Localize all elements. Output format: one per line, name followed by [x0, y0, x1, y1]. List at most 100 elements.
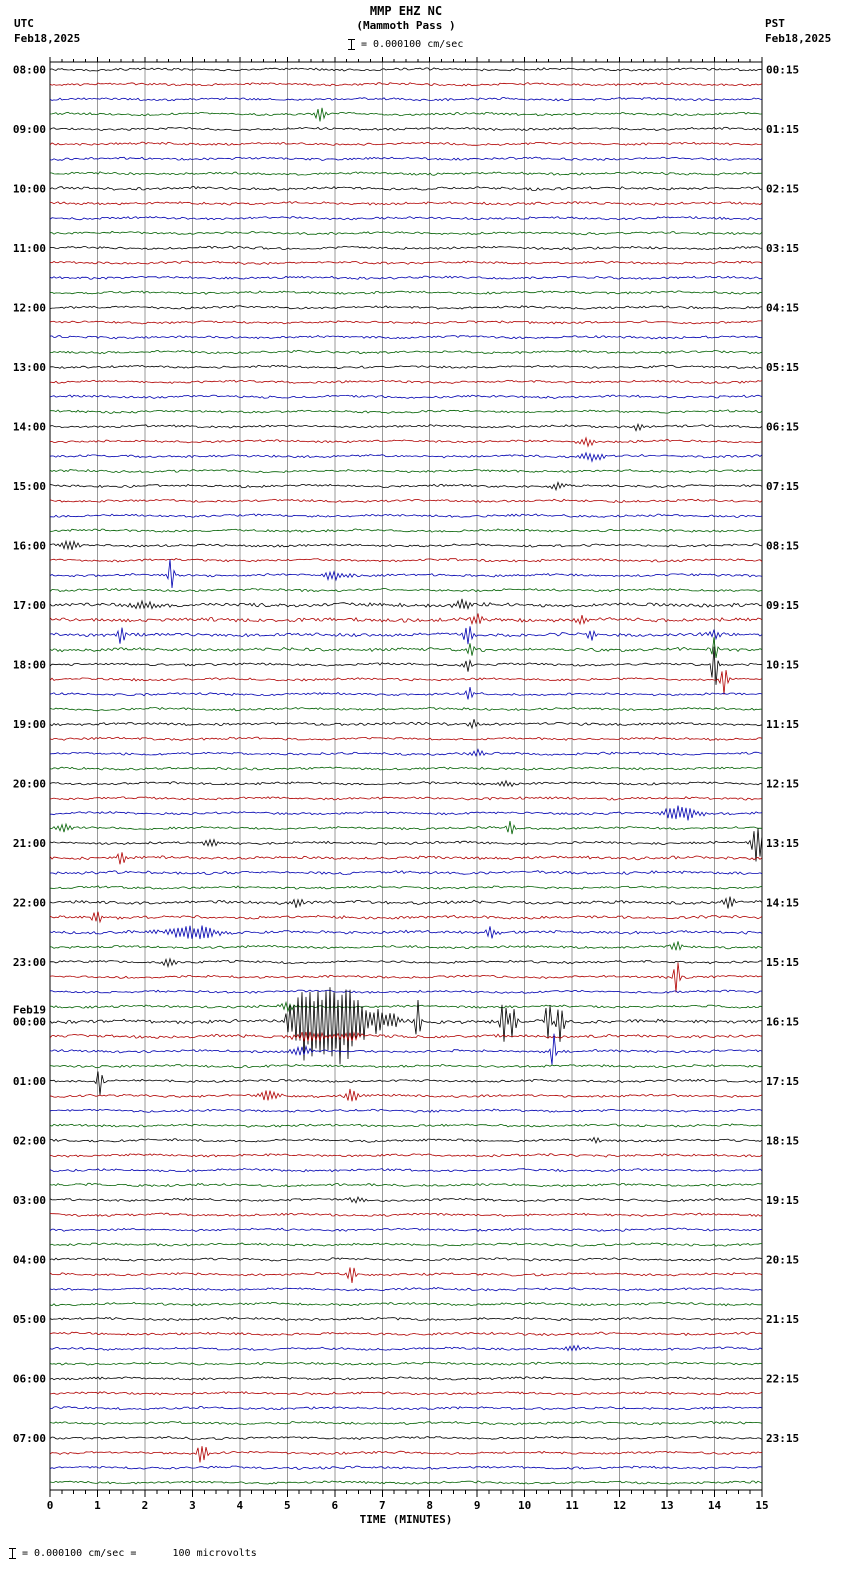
seismogram-trace-row-86: [50, 1344, 762, 1352]
seismogram-trace-row-39: [50, 637, 762, 658]
seismogram-trace-row-29: [50, 498, 762, 504]
pst-date: Feb18,2025: [765, 32, 832, 45]
x-axis-labels: 0 1 2 3 4 5 6 7 8 9 10 11 12 13 14 15: [47, 1499, 769, 1512]
left-time-label: 23:00: [13, 956, 46, 969]
seismogram-trace-row-28: [50, 481, 762, 492]
seismogram-trace-row-63: [50, 1000, 762, 1013]
seismogram-trace-row-10: [50, 216, 762, 221]
right-time-label: 20:15: [766, 1253, 799, 1266]
right-time-label: 19:15: [766, 1194, 799, 1207]
x-tick-label: 14: [708, 1499, 722, 1512]
right-time-label: 16:15: [766, 1015, 799, 1028]
seismogram-trace-row-90: [50, 1405, 762, 1411]
seismogram-trace-row-6: [50, 156, 762, 161]
utc-header: UTC Feb18,2025: [14, 16, 80, 46]
left-time-label: 22:00: [13, 896, 46, 909]
right-time-label: 21:15: [766, 1313, 799, 1326]
left-time-label: 18:00: [13, 658, 46, 671]
seismogram-trace-row-75: [50, 1182, 762, 1188]
seismogram-trace-row-55: [50, 885, 762, 890]
seismogram-trace-row-57: [50, 911, 762, 924]
seismogram-trace-row-82: [50, 1287, 762, 1292]
left-time-label: 20:00: [13, 777, 46, 790]
right-time-label: 08:15: [766, 539, 799, 552]
seismogram-trace-row-44: [50, 719, 762, 730]
seismogram-trace-row-59: [50, 941, 762, 951]
right-time-label: 09:15: [766, 599, 799, 612]
seismogram-trace-row-77: [50, 1212, 762, 1217]
seismogram-trace-row-20: [50, 364, 762, 370]
seismogram-trace-row-71: [50, 1123, 762, 1128]
seismogram-trace-row-32: [50, 539, 762, 551]
seismogram-trace-row-9: [50, 201, 762, 206]
seismogram-trace-row-24: [50, 422, 762, 432]
seismogram-trace-row-58: [50, 925, 762, 940]
seismogram-trace-row-68: [50, 1071, 762, 1096]
seismogram-trace-row-1: [50, 82, 762, 87]
seismogram-trace-row-53: [50, 852, 762, 865]
seismogram-trace-row-45: [50, 736, 762, 741]
seismogram-trace-row-93: [50, 1446, 762, 1463]
x-tick-label: 6: [331, 1499, 338, 1512]
footnote-text: = 0.000100 cm/sec = 100 microvolts: [22, 1548, 257, 1559]
seismogram-trace-row-87: [50, 1361, 762, 1366]
seismogram-trace-row-37: [50, 613, 762, 626]
seismogram-trace-row-22: [50, 394, 762, 399]
seismogram-trace-row-0: [50, 67, 762, 72]
seismogram-trace-row-35: [50, 587, 762, 593]
seismogram-trace-row-3: [50, 107, 762, 122]
traces: [50, 67, 762, 1485]
time-labels: 08:00 09:00 10:00 11:00 12:00 13:00 14:00 15:00…: [13, 63, 799, 1445]
x-tick-label: 12: [613, 1499, 626, 1512]
right-time-label: 15:15: [766, 956, 799, 969]
seismogram-trace-row-7: [50, 171, 762, 176]
seismogram-trace-row-60: [50, 957, 762, 969]
seismogram-trace-row-54: [50, 870, 762, 876]
utc-date: Feb18,2025: [14, 32, 81, 45]
right-time-label: 13:15: [766, 837, 799, 850]
seismogram-trace-row-79: [50, 1242, 762, 1247]
utc-label: UTC: [14, 17, 34, 30]
seismogram-trace-row-17: [50, 320, 762, 325]
seismogram-trace-row-42: [50, 687, 762, 700]
right-time-label: 01:15: [766, 123, 799, 136]
x-tick-label: 8: [426, 1499, 433, 1512]
left-time-label: 09:00: [13, 123, 46, 136]
seismogram-trace-row-34: [50, 559, 762, 589]
seismogram-trace-row-18: [50, 335, 762, 340]
left-time-label: 05:00: [13, 1313, 46, 1326]
left-time-label: 11:00: [13, 242, 46, 255]
x-axis-title: TIME (MINUTES): [360, 1513, 453, 1526]
seismogram-trace-row-56: [50, 896, 762, 909]
seismogram-trace-row-76: [50, 1195, 762, 1204]
seismogram-trace-row-62: [50, 989, 762, 994]
x-tick-label: 1: [94, 1499, 101, 1512]
right-time-label: 04:15: [766, 301, 799, 314]
seismogram-trace-row-4: [50, 126, 762, 132]
x-tick-label: 10: [518, 1499, 531, 1512]
x-tick-label: 13: [660, 1499, 673, 1512]
footnote-scale-bar-icon: [9, 1548, 16, 1559]
right-time-label: 18:15: [766, 1134, 799, 1147]
seismogram-trace-row-73: [50, 1153, 762, 1158]
right-time-label: 23:15: [766, 1432, 799, 1445]
footnote: = 0.000100 cm/sec = 100 microvolts: [8, 1547, 257, 1560]
seismogram-trace-row-47: [50, 766, 762, 771]
left-time-label: 21:00: [13, 837, 46, 850]
seismogram-trace-row-46: [50, 748, 762, 757]
grid-lines: [49, 62, 763, 1490]
seismogram-trace-row-49: [50, 796, 762, 801]
seismogram-trace-row-50: [50, 805, 762, 821]
left-time-label: 12:00: [13, 301, 46, 314]
seismogram-trace-row-94: [50, 1465, 762, 1470]
right-time-label: 03:15: [766, 242, 799, 255]
seismogram-trace-row-89: [50, 1391, 762, 1396]
left-time-label: 01:00: [13, 1075, 46, 1088]
right-time-label: 00:15: [766, 63, 799, 76]
seismogram-trace-row-36: [50, 598, 762, 610]
seismogram-trace-row-30: [50, 513, 762, 518]
seismogram-trace-row-26: [50, 451, 762, 463]
seismogram-trace-row-27: [50, 468, 762, 474]
scale-bar-icon: [348, 39, 355, 50]
